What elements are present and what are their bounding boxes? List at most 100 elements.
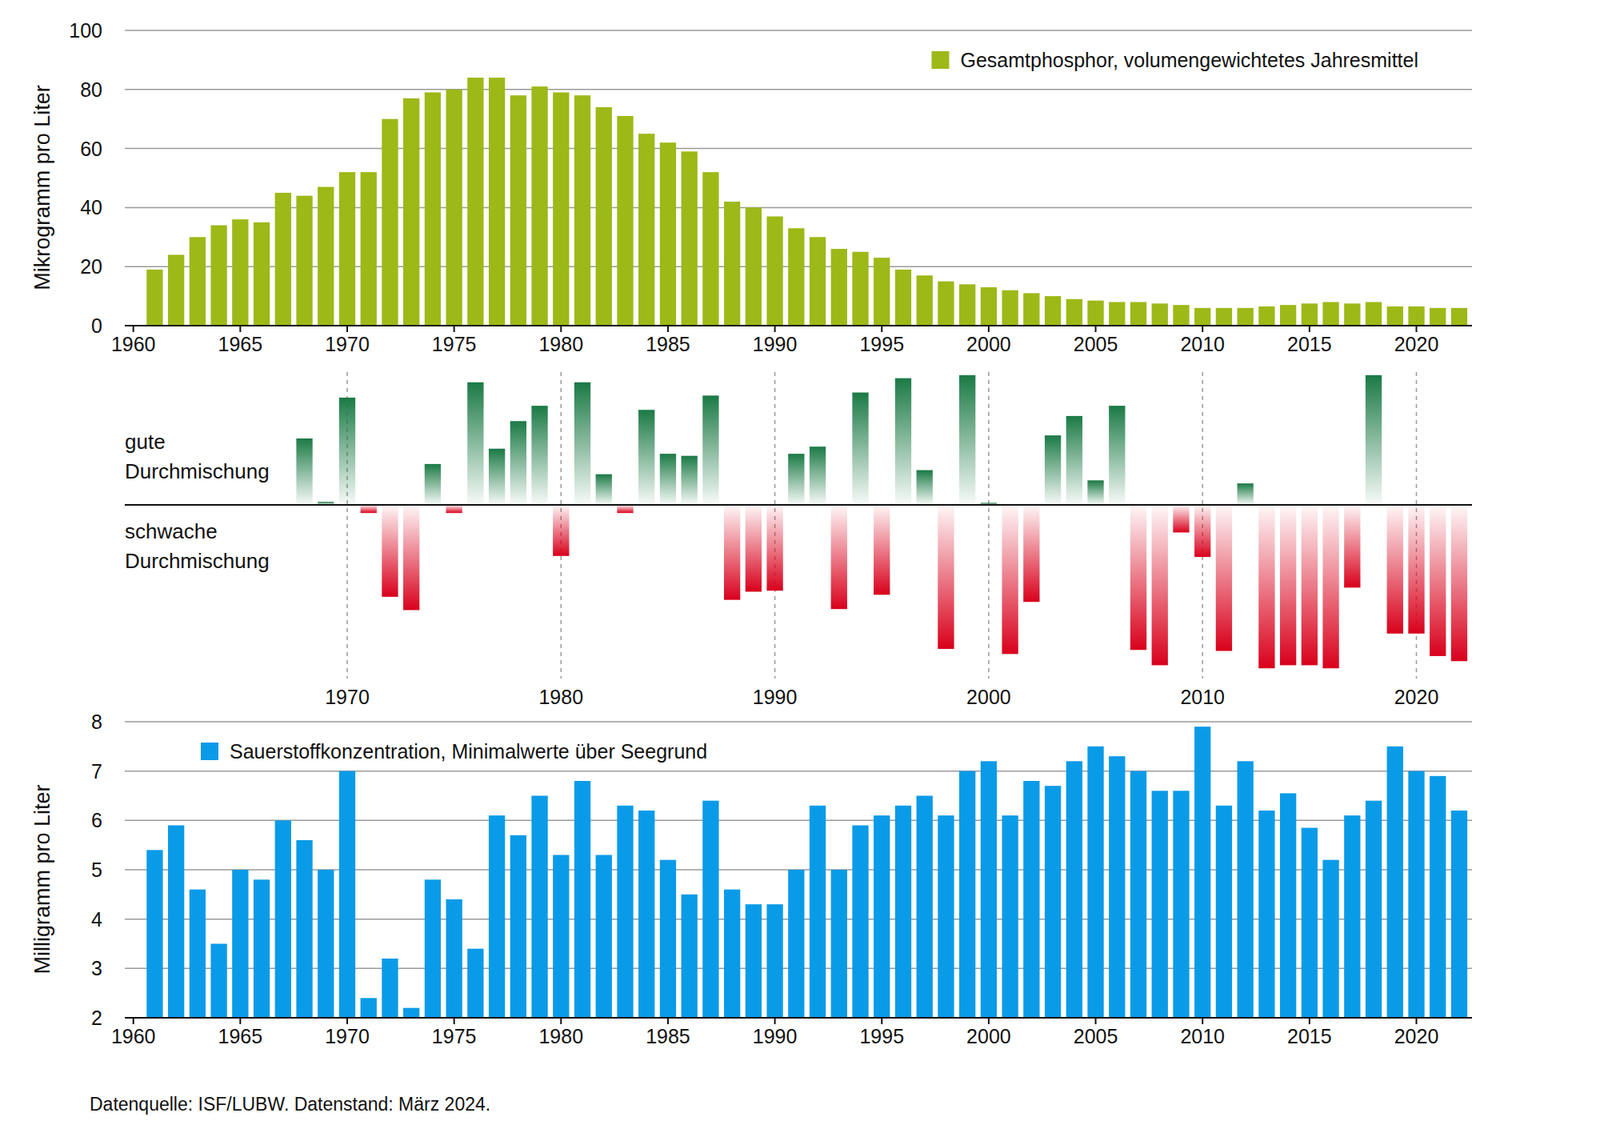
bar: [1066, 760, 1083, 1018]
legend: Gesamtphosphor, volumengewichtetes Jahre…: [931, 48, 1419, 72]
bar: [873, 257, 890, 326]
bar: [275, 820, 292, 1018]
bar: [1130, 301, 1147, 326]
bar: [488, 448, 505, 505]
bar: [1280, 304, 1296, 326]
bar: [1451, 308, 1468, 326]
bar: [574, 780, 591, 1018]
bar: [916, 796, 933, 1019]
bar: [296, 196, 312, 326]
x-tick: [453, 1017, 456, 1024]
bar: [809, 446, 826, 505]
y-tick-label: 100: [68, 19, 103, 42]
bar: [852, 825, 868, 1019]
figure: 1960196519701975198019851990199520002005…: [0, 0, 1600, 1141]
bar: [1322, 504, 1339, 668]
bar: [1023, 292, 1040, 326]
bar: [596, 474, 612, 505]
bar: [1216, 504, 1232, 652]
bar: [1087, 746, 1104, 1018]
bar: [1172, 504, 1189, 532]
grid-line: [124, 29, 1472, 32]
bar: [1237, 760, 1254, 1018]
bar: [1152, 790, 1168, 1018]
x-tick-label: 1995: [859, 332, 904, 356]
bar: [831, 869, 848, 1018]
bar: [1429, 504, 1446, 656]
x-tick-label: 2020: [1394, 685, 1440, 708]
x-tick-label: 1990: [752, 1024, 798, 1048]
bar: [360, 997, 377, 1018]
bar: [895, 805, 912, 1018]
bar: [210, 225, 227, 326]
bar: [724, 889, 740, 1018]
x-axis-line: [124, 324, 1472, 327]
bar: [1451, 504, 1468, 661]
x-tick: [132, 1017, 135, 1024]
bar: [745, 207, 762, 326]
x-tick: [774, 1017, 776, 1024]
bar: [724, 504, 740, 600]
bar: [937, 504, 954, 649]
y-tick-label: 6: [91, 808, 103, 832]
bar: [1387, 504, 1404, 634]
bar: [1301, 303, 1318, 326]
bar: [146, 849, 163, 1018]
annotation: schwacheDurchmischung: [124, 519, 270, 573]
bar: [531, 796, 548, 1019]
bar: [317, 187, 334, 326]
bar: [959, 284, 976, 326]
x-tick-label: 1975: [432, 332, 477, 356]
bar: [702, 172, 719, 326]
legend-label: Sauerstoffkonzentration, Minimalwerte üb…: [229, 740, 708, 763]
x-tick: [1416, 325, 1418, 332]
x-tick-label: 1990: [752, 332, 798, 356]
bar: [1258, 810, 1275, 1018]
y-tick-label: 40: [80, 196, 103, 219]
x-tick: [239, 1017, 241, 1024]
legend: Sauerstoffkonzentration, Minimalwerte üb…: [200, 740, 708, 763]
bar: [552, 92, 569, 326]
bar: [1172, 304, 1189, 326]
bar: [210, 944, 227, 1019]
bar: [510, 95, 527, 326]
bar: [852, 392, 868, 505]
bar: [467, 382, 484, 505]
bar: [1322, 301, 1339, 326]
y-tick-label: 3: [91, 956, 103, 980]
bar: [1365, 375, 1382, 505]
bar: [1087, 480, 1104, 505]
bar: [1408, 504, 1424, 634]
bar: [616, 116, 633, 326]
bar: [937, 815, 954, 1018]
bar: [339, 771, 356, 1018]
x-tick-label: 2015: [1287, 332, 1332, 356]
bar: [809, 805, 826, 1018]
bar: [445, 89, 462, 326]
bar: [616, 504, 633, 513]
bar: [1066, 299, 1083, 326]
bar: [1344, 303, 1360, 326]
bar: [873, 504, 890, 595]
bar: [403, 504, 420, 610]
x-tick-label: 1995: [859, 1024, 904, 1048]
bar: [1152, 504, 1168, 665]
x-tick: [560, 325, 562, 332]
grid-line: [988, 372, 990, 679]
bar: [745, 504, 762, 592]
bar: [895, 269, 912, 326]
bar: [596, 107, 612, 326]
x-tick-label: 2010: [1180, 1024, 1225, 1048]
bar: [1216, 805, 1232, 1018]
bar: [296, 840, 312, 1018]
x-tick-label: 2005: [1073, 1024, 1119, 1048]
x-tick-label: 2000: [966, 685, 1012, 708]
bar: [660, 142, 676, 326]
bar: [831, 504, 848, 609]
bar: [296, 438, 312, 505]
x-tick-label: 1960: [111, 332, 156, 356]
x-tick: [1308, 325, 1311, 332]
x-tick-label: 1975: [432, 1024, 477, 1048]
legend-swatch: [200, 742, 219, 760]
annotation: guteDurchmischung: [124, 429, 270, 484]
